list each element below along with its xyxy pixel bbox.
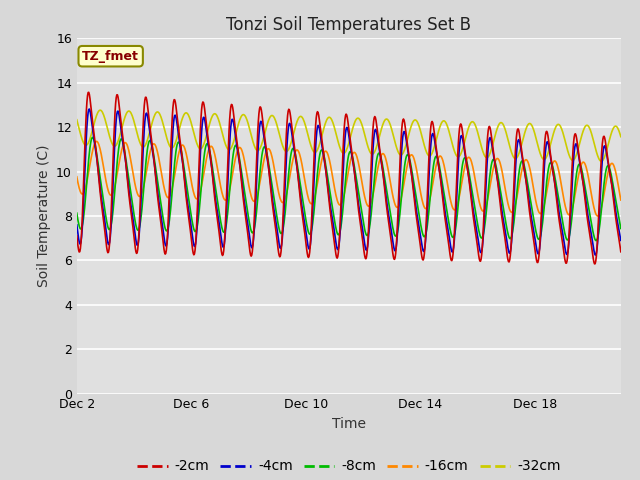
Text: TZ_fmet: TZ_fmet bbox=[82, 50, 139, 63]
Y-axis label: Soil Temperature (C): Soil Temperature (C) bbox=[36, 145, 51, 287]
Title: Tonzi Soil Temperatures Set B: Tonzi Soil Temperatures Set B bbox=[227, 16, 471, 34]
X-axis label: Time: Time bbox=[332, 417, 366, 431]
Legend: -2cm, -4cm, -8cm, -16cm, -32cm: -2cm, -4cm, -8cm, -16cm, -32cm bbox=[131, 454, 566, 479]
